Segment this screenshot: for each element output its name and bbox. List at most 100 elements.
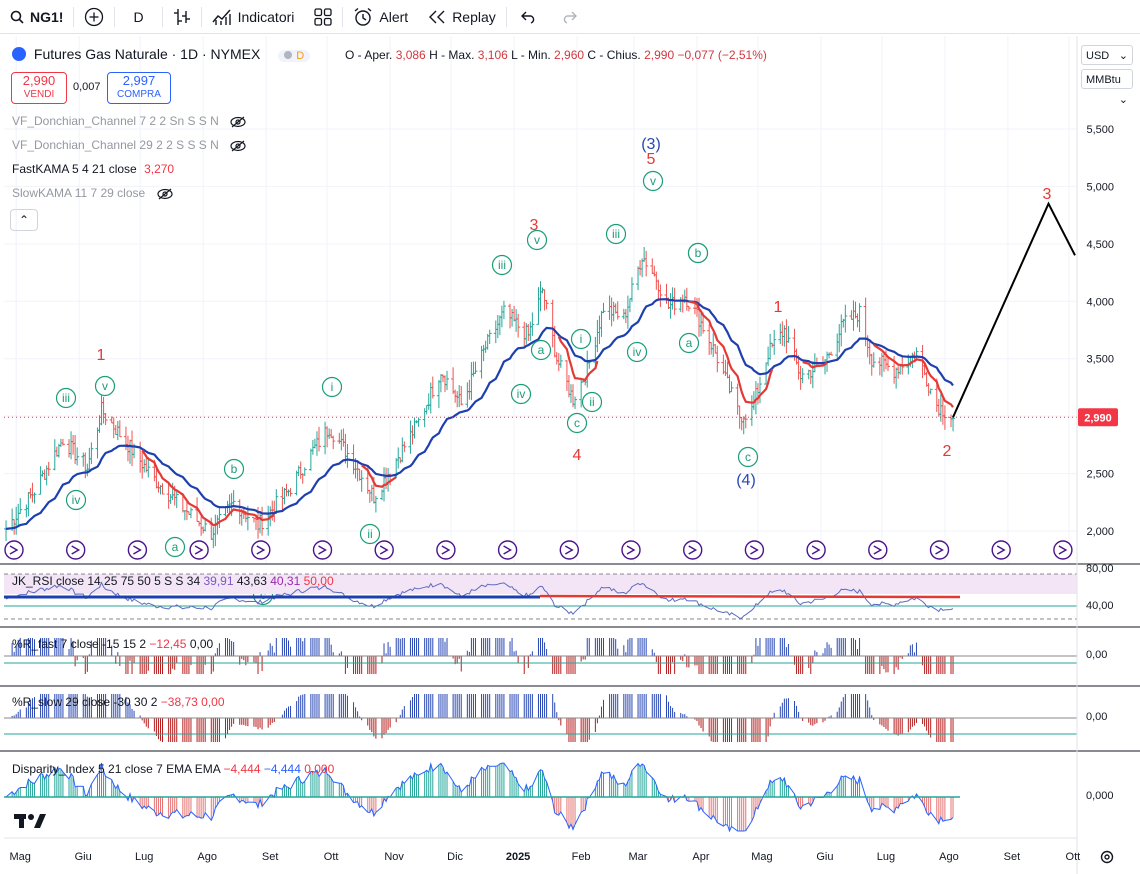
ohlc-bar (798, 365, 803, 390)
rsi-value-2: 43,63 (236, 574, 267, 588)
ohlc-bar (402, 441, 407, 453)
ohlc-bar (316, 426, 321, 452)
ohlc-bar (924, 371, 929, 387)
collapse-legend-button[interactable]: ⌃ (10, 209, 38, 231)
ohlc-bar (644, 250, 649, 277)
ohlc-bar (568, 384, 573, 403)
svg-text:a: a (538, 343, 545, 357)
ohlc-bar (95, 427, 100, 459)
buy-label: COMPRA (117, 89, 161, 100)
rewind-icon (428, 10, 446, 24)
svg-text:iv: iv (72, 493, 81, 507)
alert-button[interactable]: Alert (343, 0, 418, 34)
ohlc-bar (113, 424, 118, 436)
ohlc-bar (839, 314, 844, 347)
wave-label: 4 (573, 447, 582, 464)
projection-line (952, 201, 1076, 418)
signal-arrow-icon (65, 540, 86, 560)
ohlc-bar (849, 310, 854, 320)
chevron-up-icon: ⌃ (18, 213, 30, 227)
study-fastkama[interactable]: FastKAMA 5 4 21 close 3,270 (12, 162, 174, 176)
symbol-search[interactable]: NG1! (0, 0, 73, 34)
indicators-button[interactable]: Indicatori (202, 0, 305, 34)
interval-button[interactable]: D (115, 0, 161, 34)
ohlc-bar (778, 323, 783, 345)
symbol-legend: Futures Gas Naturale · 1D · NYMEX D (12, 46, 311, 62)
ohlc-bar (739, 416, 744, 431)
time-tick-label: Lug (135, 851, 153, 863)
signal-arrow-icon (497, 540, 518, 560)
signal-arrow-icon (251, 540, 271, 560)
ohlc-bar (231, 490, 236, 506)
ohlc-bar (424, 404, 429, 415)
redo-button[interactable] (551, 0, 587, 34)
wr-fast-label: %R_fast 7 close -15 15 2 (12, 637, 147, 651)
svg-text:3: 3 (530, 217, 539, 234)
ohlc-bar (81, 452, 86, 467)
tradingview-logo[interactable] (14, 812, 46, 835)
svg-text:2,990: 2,990 (1084, 412, 1112, 424)
ohlc-bar (800, 368, 805, 384)
change-value: −0,077 (−2,51%) (677, 48, 767, 62)
svg-text:v: v (650, 174, 656, 188)
replay-button[interactable]: Replay (418, 0, 506, 34)
ohlc-bar (117, 420, 122, 438)
ohlc-bar (101, 396, 106, 424)
chart-canvas[interactable]: iiiivv1abciiiiiiivv3bac4iiiiiiivv5(3)bac… (0, 36, 1140, 874)
time-tick-label: Ott (1066, 851, 1081, 863)
wave-label: i (570, 328, 592, 350)
hidden-eye-icon[interactable] (230, 140, 246, 152)
time-tick-label: 2025 (506, 851, 530, 863)
ohlc-bar (314, 431, 319, 456)
svg-text:3: 3 (1043, 186, 1052, 203)
chevron-down-icon: ⌄ (1118, 50, 1128, 62)
ohlc-bar (146, 457, 151, 478)
hidden-eye-icon[interactable] (230, 116, 246, 128)
unit-select[interactable]: MMBtu ⌄ (1081, 69, 1133, 106)
ohlc-bar (766, 346, 771, 367)
compare-button[interactable] (74, 0, 114, 34)
currency-select[interactable]: USD ⌄ (1081, 45, 1133, 65)
settings-gear-icon[interactable] (1099, 849, 1115, 870)
svg-text:a: a (686, 336, 693, 350)
wr-fast-value-1: −12,45 (149, 637, 187, 651)
ohlc-bar (445, 370, 450, 391)
layouts-button[interactable] (304, 0, 342, 34)
close-value: 2,990 (644, 48, 675, 62)
ohlc-bar (99, 393, 104, 426)
sell-button[interactable]: 2,990 VENDI (11, 72, 67, 104)
ohlc-bar (678, 297, 683, 312)
disparity-tick: 0,000 (1086, 790, 1114, 802)
ohlc-bar (835, 333, 840, 359)
svg-text:ii: ii (589, 395, 594, 409)
ohlc-bar (727, 374, 732, 394)
study-donchian-29[interactable]: VF_Donchian_Channel 29 2 2 S S S N (12, 138, 246, 152)
ohlc-bar (658, 284, 663, 308)
signal-arrow-icon (1053, 540, 1073, 560)
signal-arrow-icon (189, 540, 209, 560)
buy-price: 2,997 (122, 73, 156, 88)
study-donchian-7[interactable]: VF_Donchian_Channel 7 2 2 Sn S S N (12, 114, 246, 128)
ohlc-bar (912, 351, 917, 360)
ohlc-bar (308, 448, 313, 471)
price-tick-label: 5,500 (1086, 124, 1114, 136)
ohlc-bar (493, 320, 498, 344)
hidden-eye-icon[interactable] (156, 188, 173, 200)
ohlc-bar (213, 514, 218, 547)
study-slowkama[interactable]: SlowKAMA 11 7 29 close (12, 186, 173, 200)
ohlc-bar (735, 383, 740, 415)
ohlc-bar (331, 435, 336, 450)
buy-button[interactable]: 2,997 COMPRA (107, 72, 171, 104)
signal-arrow-icon (621, 540, 641, 560)
ohlc-bar (729, 381, 734, 393)
undo-button[interactable] (507, 0, 551, 34)
ohlc-bar (595, 320, 600, 353)
chart-type-button[interactable] (163, 0, 201, 34)
ohlc-bar (60, 438, 65, 446)
ohlc-bar (473, 361, 478, 374)
ohlc-bar (69, 431, 74, 460)
price-tick-label: 2,500 (1086, 469, 1114, 481)
ohlc-bar (636, 266, 641, 291)
ohlc-bar (526, 324, 531, 342)
ohlc-bar (611, 301, 616, 322)
